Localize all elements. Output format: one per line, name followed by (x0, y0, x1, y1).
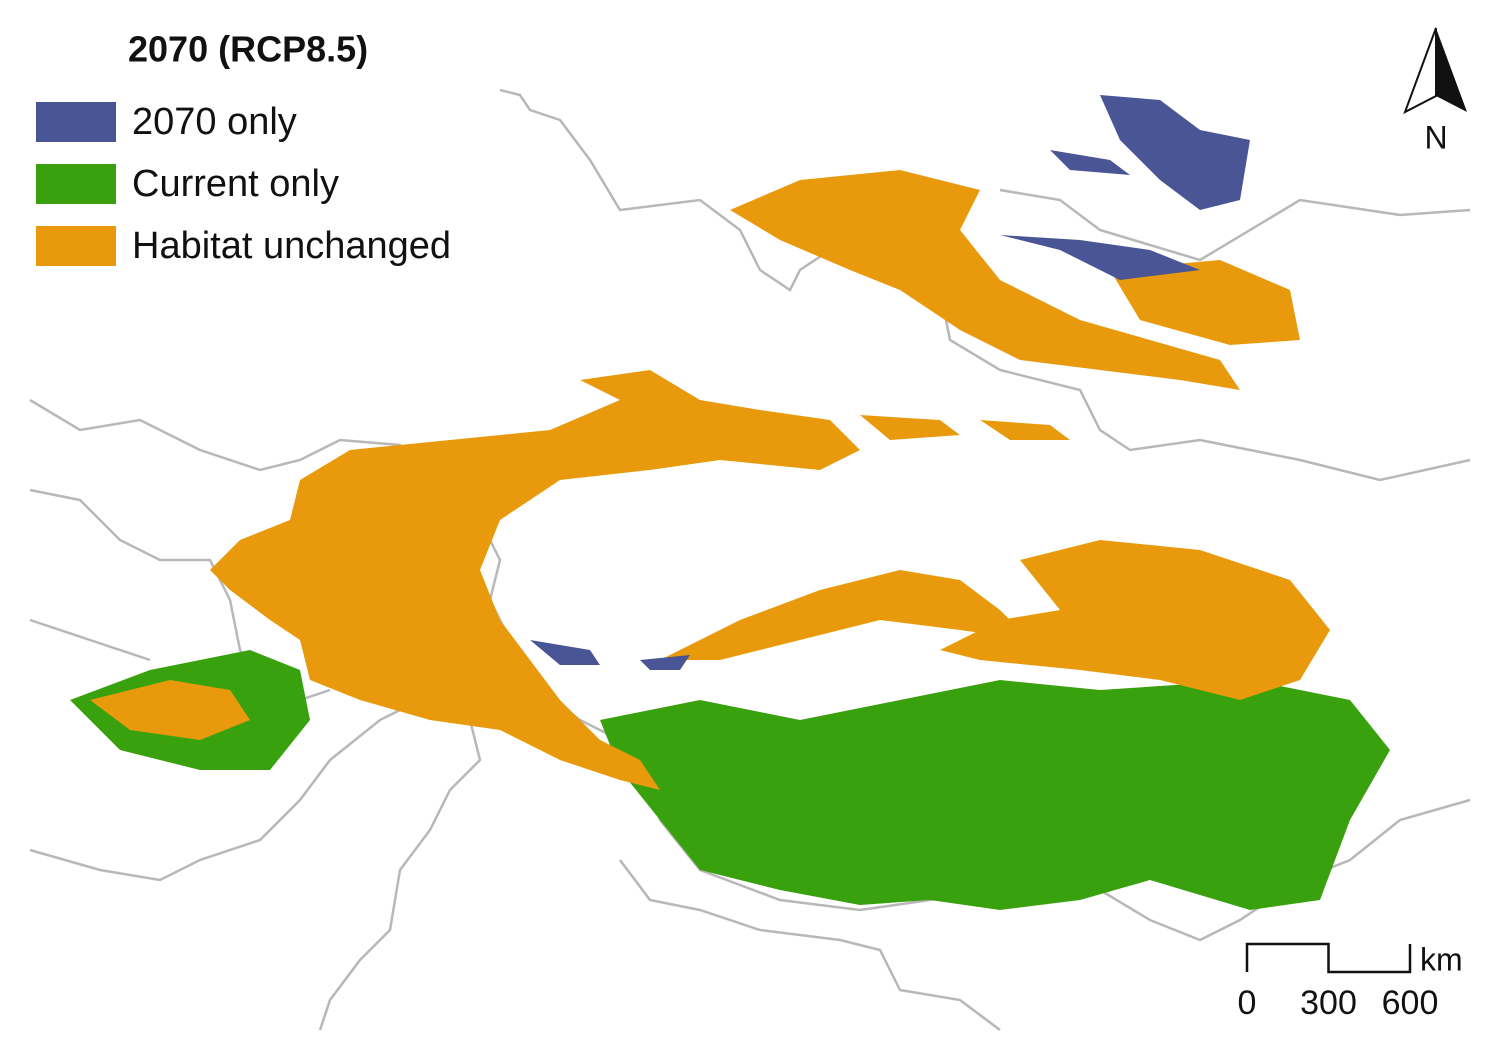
north-arrow-right (1436, 28, 1467, 112)
scale-tick-label: 600 (1382, 984, 1439, 1022)
habitat-unchanged-area (860, 415, 1070, 440)
legend-label: Current only (132, 163, 339, 205)
habitat-unchanged-area (210, 370, 860, 790)
2070-only-area (1100, 95, 1250, 210)
north-label: N (1424, 119, 1447, 155)
2070-only-area (530, 640, 690, 670)
legend-swatch (36, 102, 116, 142)
legend: 2070 only Current only Habitat unchanged (36, 101, 451, 267)
current-only-area (600, 680, 1390, 910)
north-arrow: N (1403, 27, 1467, 155)
2070-only-area (1000, 235, 1200, 280)
scale-bar: km 0 300 600 (1238, 941, 1463, 1022)
habitat-areas (70, 95, 1390, 910)
north-arrow-left (1403, 27, 1437, 115)
habitat-unchanged-area (940, 540, 1330, 700)
habitat-unchanged-area (660, 570, 1030, 660)
scale-unit: km (1420, 941, 1463, 977)
legend-label: Habitat unchanged (132, 225, 451, 267)
legend-swatch (36, 164, 116, 204)
scale-tick-label: 0 (1238, 984, 1257, 1022)
scale-tick-label: 300 (1300, 984, 1357, 1022)
habitat-unchanged-area (90, 680, 250, 740)
legend-label: 2070 only (132, 101, 297, 143)
scale-bar-line (1245, 942, 1412, 974)
habitat-unchanged-area (1110, 260, 1300, 345)
2070-only-area (1050, 150, 1130, 175)
legend-swatch (36, 226, 116, 266)
habitat-unchanged-area (730, 170, 1240, 390)
map-title: 2070 (RCP8.5) (128, 29, 368, 70)
